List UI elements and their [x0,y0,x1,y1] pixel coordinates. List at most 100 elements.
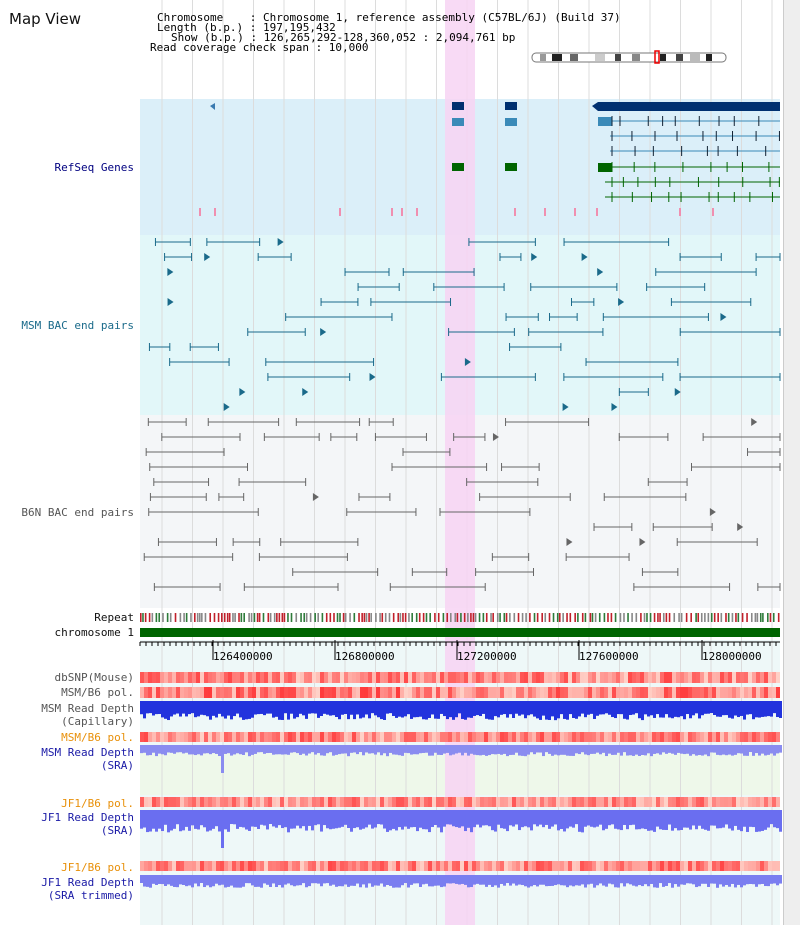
track-label-b6n-bac[interactable]: B6N BAC end pairs [21,506,134,519]
track-label-msm-bac[interactable]: MSM BAC end pairs [21,319,134,332]
heat-cell [580,797,584,807]
msm-bac-arrow [167,298,174,306]
depth-bar [593,745,596,754]
track-label-jf1-pol-2[interactable]: JF1/B6 pol. [61,861,134,874]
depth-bar [464,875,467,885]
depth-bar [317,745,320,754]
heat-cell [324,687,328,698]
depth-bar [227,745,230,754]
heat-cell [736,732,740,742]
heat-cell [736,672,740,683]
heat-cell [152,797,156,807]
depth-bar [416,701,419,718]
repeat-mark [517,613,520,622]
heat-cell [652,797,656,807]
depth-bar [707,875,710,887]
depth-bar [770,745,773,754]
depth-bar [278,745,281,755]
heat-cell [584,687,588,698]
track-label-jf1-rd-trimmed[interactable]: JF1 Read Depth (SRA trimmed) [41,876,134,902]
depth-bar [227,701,230,716]
heat-cell [556,797,560,807]
heat-cell [592,732,596,742]
heat-cell [524,672,528,683]
repeat-mark [276,613,278,622]
heat-cell [584,732,588,742]
track-label-repeat[interactable]: Repeat [94,611,134,624]
track-label-jf1-pol[interactable]: JF1/B6 pol. [61,797,134,810]
heat-cell [232,797,236,807]
depth-bar [551,810,554,827]
depth-bar [179,810,182,832]
gene-block [452,118,464,126]
heat-cell [668,732,672,742]
repeat-mark [201,613,203,622]
vertical-scrollbar[interactable] [783,0,800,925]
depth-bar [329,875,332,886]
depth-bar [413,810,416,828]
heat-cell [328,861,332,871]
depth-bar [476,810,479,825]
heat-cell [220,732,224,742]
heat-cell [668,672,672,683]
heat-cell [232,732,236,742]
axis-tick-label: 128000000 [702,650,762,663]
depth-bar [761,810,764,831]
depth-bar [467,745,470,756]
depth-bar [620,745,623,756]
heat-cell [296,797,300,807]
depth-bar [452,745,455,755]
track-label-msm-rd-capillary[interactable]: MSM Read Depth (Capillary) [41,702,134,728]
heat-cell [572,672,576,683]
track-label-jf1-rd-sra[interactable]: JF1 Read Depth (SRA) [41,811,134,837]
heat-cell [748,732,752,742]
depth-bar [269,701,272,714]
heat-cell [584,797,588,807]
heat-cell [284,797,288,807]
heat-cell [700,861,704,871]
heat-cell [564,732,568,742]
depth-bar [731,701,734,719]
heat-cell [744,861,748,871]
heat-cell [480,687,484,698]
depth-bar [500,810,503,829]
depth-bar [608,875,611,884]
repeat-mark [657,613,659,622]
heat-cell [472,797,476,807]
depth-bar [734,875,737,888]
depth-bar [440,701,443,714]
chromosome-bar [140,628,780,637]
heat-cell [624,861,628,871]
heat-cell [536,687,540,698]
depth-bar [536,701,539,719]
depth-bar [257,875,260,887]
depth-bar [509,810,512,826]
depth-bar [359,810,362,830]
depth-bar [674,875,677,885]
depth-bar [716,810,719,829]
heat-cell [636,861,640,871]
track-label-msm-rd-sra[interactable]: MSM Read Depth (SRA) [41,746,134,772]
depth-bar [194,701,197,718]
heat-cell [360,861,364,871]
depth-bar [773,875,776,884]
depth-bar [617,810,620,830]
depth-bar [683,875,686,885]
track-label-chromosome[interactable]: chromosome 1 [54,626,134,639]
track-label-msm-b6-pol[interactable]: MSM/B6 pol. [61,686,134,699]
depth-bar [773,701,776,714]
heat-cell [540,732,544,742]
heat-cell [328,687,332,698]
heat-cell [572,861,576,871]
track-label-msm-b6-pol-2[interactable]: MSM/B6 pol. [61,731,134,744]
depth-bar [425,745,428,753]
msm-bac-arrow [239,388,246,396]
track-label-refseq[interactable]: RefSeq Genes [54,161,134,174]
depth-bar [752,875,755,885]
track-label-dbsnp[interactable]: dbSNP(Mouse) [54,671,134,684]
repeat-mark [456,613,459,622]
heat-cell [484,672,488,683]
depth-bar [191,810,194,826]
